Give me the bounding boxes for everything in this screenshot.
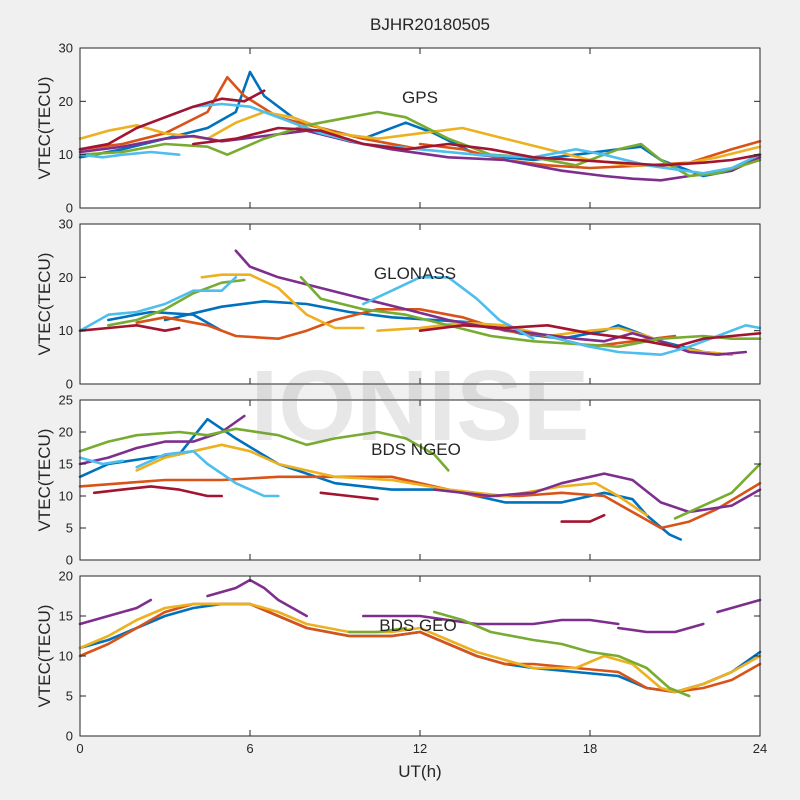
series-line xyxy=(107,278,246,327)
series-line xyxy=(78,602,762,694)
series-line xyxy=(135,443,648,517)
series-line xyxy=(200,273,365,330)
series-line xyxy=(78,276,238,332)
plot-area xyxy=(80,224,760,384)
series-line xyxy=(78,150,181,159)
y-tick-label: 20 xyxy=(59,425,73,440)
chart-title: BJHR20180505 xyxy=(370,15,490,34)
series-line xyxy=(78,427,450,472)
series-line xyxy=(673,462,762,520)
y-tick-label: 10 xyxy=(59,649,73,664)
panel-1: 0 10 20 30 VTEC(TECU) GPS xyxy=(35,41,762,216)
x-axis-label: UT(h) xyxy=(398,762,441,781)
panel-4: 0 5 10 15 20 VTEC(TECU) BDS GEO 0 6 12 18 24 xyxy=(35,569,767,757)
series-line xyxy=(347,626,408,634)
y-tick-label: 0 xyxy=(66,553,73,568)
y-tick-label: 20 xyxy=(59,94,73,109)
y-tick-label: 15 xyxy=(59,609,73,624)
series-line xyxy=(78,475,762,530)
x-tick-label: 12 xyxy=(413,741,427,756)
series-line xyxy=(78,110,762,178)
y-tick-label: 20 xyxy=(59,569,73,584)
y-tick-label: 0 xyxy=(66,729,73,744)
series-line xyxy=(78,324,181,332)
series-line xyxy=(78,456,124,466)
series-line xyxy=(78,129,762,182)
y-tick-label: 10 xyxy=(59,147,73,162)
series-line xyxy=(78,89,266,151)
y-axis-label: VTEC(TECU) xyxy=(35,605,54,708)
series-line xyxy=(299,276,762,348)
y-tick-label: 5 xyxy=(66,689,73,704)
series-line xyxy=(432,472,762,514)
series-line xyxy=(78,602,762,694)
panel-3: 0 5 10 15 20 25 VTEC(TECU) BDS NGEO xyxy=(35,393,762,568)
series-line xyxy=(78,598,153,626)
series-line xyxy=(319,491,379,501)
y-tick-label: 25 xyxy=(59,393,73,408)
y-tick-label: 10 xyxy=(59,489,73,504)
series-line xyxy=(78,110,762,167)
y-tick-label: 20 xyxy=(59,270,73,285)
x-tick-label: 0 xyxy=(76,741,83,756)
y-tick-label: 10 xyxy=(59,323,73,338)
series-line xyxy=(163,102,762,175)
series-line xyxy=(418,324,762,348)
y-tick-label: 5 xyxy=(66,521,73,536)
y-tick-label: 0 xyxy=(66,201,73,216)
series-line xyxy=(192,126,762,167)
y-axis-label: VTEC(TECU) xyxy=(35,77,54,180)
panels-group: 0 10 20 30 VTEC(TECU) GPS 0 10 20 30 VTEC(TECU) GLO… xyxy=(35,41,767,757)
x-tick-label: 18 xyxy=(583,741,597,756)
y-tick-label: 30 xyxy=(59,41,73,56)
panel-label: BDS NGEO xyxy=(371,440,461,459)
panel-label: GLONASS xyxy=(374,264,456,283)
watermark: IONISE xyxy=(251,350,590,462)
y-axis-label: VTEC(TECU) xyxy=(35,429,54,532)
x-tick-label: 6 xyxy=(246,741,253,756)
y-axis-label: VTEC(TECU) xyxy=(35,253,54,356)
panel-label: BDS GEO xyxy=(379,616,456,635)
series-line xyxy=(560,513,606,523)
panel-2: 0 10 20 30 VTEC(TECU) GLONASS xyxy=(35,217,762,392)
series-line xyxy=(362,276,535,340)
series-line xyxy=(362,614,620,626)
panel-label: GPS xyxy=(402,88,438,107)
plot-area xyxy=(80,576,760,736)
series-line xyxy=(432,610,691,698)
series-line xyxy=(546,324,762,356)
x-tick-label: 24 xyxy=(753,741,767,756)
series-line xyxy=(716,598,762,614)
series-line xyxy=(92,485,223,498)
y-tick-label: 15 xyxy=(59,457,73,472)
series-line xyxy=(206,578,308,618)
y-tick-label: 30 xyxy=(59,217,73,232)
series-line xyxy=(617,622,705,634)
y-tick-label: 0 xyxy=(66,377,73,392)
series-line xyxy=(418,140,762,170)
series-line xyxy=(135,449,280,498)
series-line xyxy=(107,310,223,332)
